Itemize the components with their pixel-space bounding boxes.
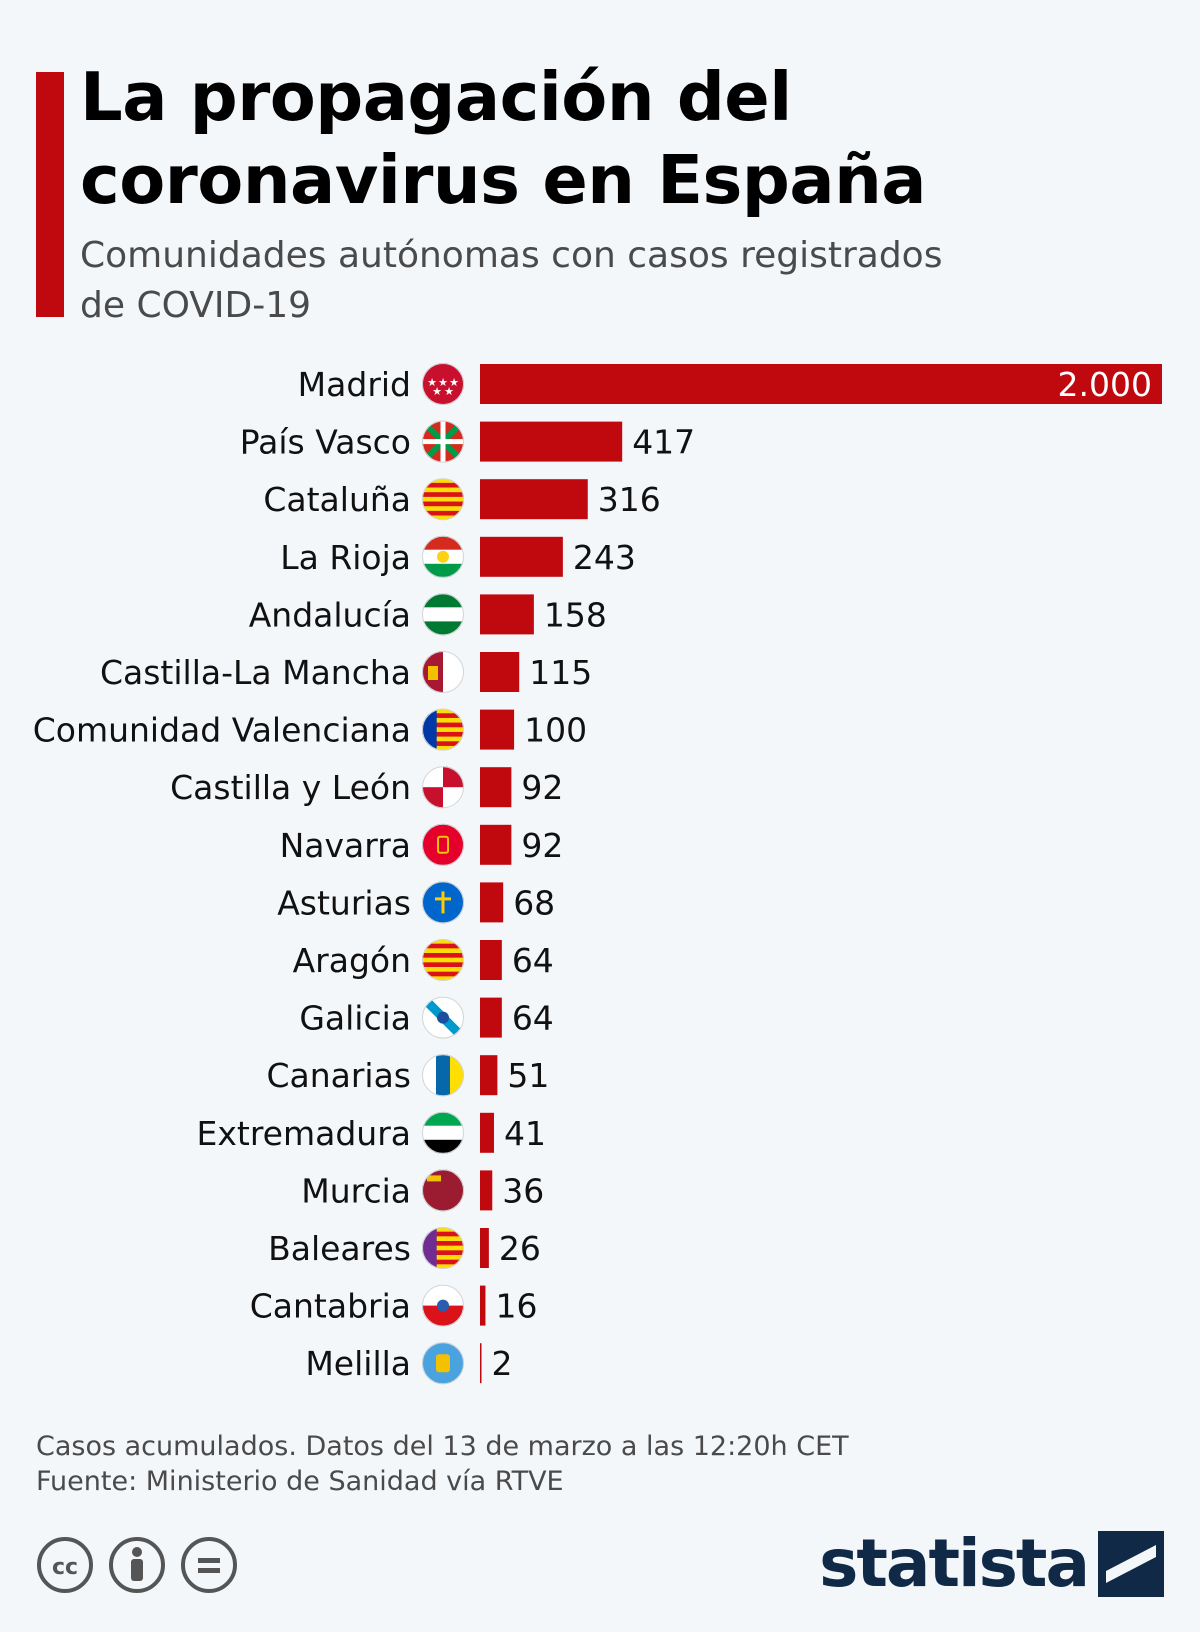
bar xyxy=(480,1285,486,1326)
bar xyxy=(480,479,588,520)
value-label: 41 xyxy=(504,1114,546,1153)
value-label: 2.000 xyxy=(1058,365,1152,404)
bar xyxy=(480,1228,489,1268)
bar xyxy=(480,421,623,462)
category-label: Madrid xyxy=(298,365,411,404)
category-label: Aragón xyxy=(293,941,411,980)
navarra-flag-icon xyxy=(422,823,464,866)
extremadura-flag-icon xyxy=(422,1111,464,1154)
value-label: 36 xyxy=(502,1171,544,1210)
bar xyxy=(480,997,502,1038)
category-label: La Rioja xyxy=(280,538,411,577)
asturias-flag-icon xyxy=(422,881,464,924)
canarias-flag-icon xyxy=(422,1054,464,1097)
statista-logo[interactable]: statista xyxy=(819,1528,1164,1600)
value-label: 51 xyxy=(507,1056,549,1095)
bar xyxy=(480,1112,494,1153)
value-label: 64 xyxy=(512,999,554,1038)
bar xyxy=(480,940,502,980)
category-label: Andalucía xyxy=(249,595,411,634)
bar xyxy=(480,594,534,635)
svg-text:cc: cc xyxy=(52,1555,78,1580)
bar xyxy=(480,709,515,750)
galicia-flag-icon xyxy=(422,996,464,1039)
value-label: 16 xyxy=(495,1287,537,1326)
bar xyxy=(480,882,504,923)
svg-text:★: ★ xyxy=(444,385,454,398)
svg-text:★: ★ xyxy=(432,385,442,398)
value-label: 92 xyxy=(521,826,563,865)
bar xyxy=(480,1055,498,1096)
bar xyxy=(480,1170,493,1211)
category-label: Extremadura xyxy=(197,1114,411,1153)
category-label: Melilla xyxy=(305,1344,411,1383)
svg-text:★: ★ xyxy=(438,376,448,389)
category-label: Cantabria xyxy=(250,1287,411,1326)
value-label: 2 xyxy=(492,1344,513,1383)
castilla-y-leon-flag-icon xyxy=(422,766,464,809)
value-label: 26 xyxy=(499,1229,541,1268)
svg-text:★: ★ xyxy=(427,376,437,389)
attribution-icon[interactable] xyxy=(108,1536,166,1594)
murcia-flag-icon xyxy=(422,1169,464,1212)
melilla-flag-icon xyxy=(422,1342,464,1385)
bar xyxy=(480,364,1162,404)
category-label: Navarra xyxy=(280,826,411,865)
pais-vasco-flag-icon xyxy=(422,420,464,463)
statista-mark-icon xyxy=(1098,1531,1164,1597)
category-label: Galicia xyxy=(299,999,411,1038)
la-rioja-flag-icon xyxy=(422,535,464,578)
value-label: 243 xyxy=(573,538,636,577)
bar xyxy=(480,767,512,808)
value-label: 115 xyxy=(529,653,592,692)
category-label: Comunidad Valenciana xyxy=(33,711,411,750)
category-label: País Vasco xyxy=(240,423,411,462)
page-subtitle: Comunidades autónomas con casos registra… xyxy=(80,235,943,326)
category-label: Castilla-La Mancha xyxy=(100,653,411,692)
aragon-flag-icon xyxy=(422,939,464,981)
bar xyxy=(480,1343,482,1384)
value-label: 92 xyxy=(521,768,563,807)
andalucia-flag-icon xyxy=(422,593,464,636)
category-label: Asturias xyxy=(277,883,411,922)
castilla-la-mancha-flag-icon xyxy=(422,651,464,693)
value-label: 417 xyxy=(632,423,695,462)
bar xyxy=(480,824,512,865)
category-label: Canarias xyxy=(266,1056,411,1095)
cantabria-flag-icon xyxy=(422,1284,464,1327)
category-label: Castilla y León xyxy=(170,768,411,807)
value-label: 64 xyxy=(512,941,554,980)
footnote: Casos acumulados. Datos del 13 de marzo … xyxy=(36,1429,849,1499)
value-label: 100 xyxy=(524,711,587,750)
bar xyxy=(480,652,520,692)
page-title: La propagación del coronavirus en España xyxy=(80,58,927,219)
value-label: 68 xyxy=(513,883,555,922)
no-derivatives-icon[interactable] xyxy=(180,1536,238,1594)
category-label: Murcia xyxy=(301,1171,411,1210)
footnote-source: Fuente: Ministerio de Sanidad vía RTVE xyxy=(36,1466,564,1497)
value-label: 158 xyxy=(544,595,607,634)
svg-text:★: ★ xyxy=(449,376,459,389)
title-accent-bar xyxy=(36,72,64,317)
baleares-flag-icon xyxy=(422,1227,464,1269)
statista-wordmark: statista xyxy=(819,1525,1090,1602)
value-label: 316 xyxy=(598,480,661,519)
category-label: Baleares xyxy=(268,1229,411,1268)
footnote-note: Casos acumulados. Datos del 13 de marzo … xyxy=(36,1431,849,1462)
category-label: Cataluña xyxy=(263,480,411,519)
cc-icon[interactable]: cc xyxy=(36,1536,94,1594)
comunidad-valenciana-flag-icon xyxy=(422,708,464,751)
bar xyxy=(480,536,563,577)
madrid-flag-icon: ★ ★ ★★ ★ xyxy=(422,363,464,405)
cataluna-flag-icon xyxy=(422,478,464,521)
